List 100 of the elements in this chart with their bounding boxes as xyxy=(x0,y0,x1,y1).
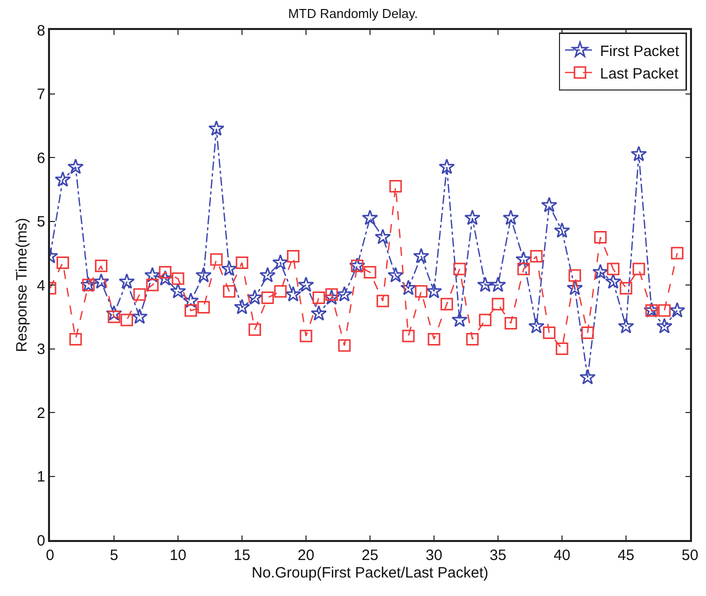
point xyxy=(197,301,210,314)
y-axis-title: Response Time(ms) xyxy=(14,218,31,352)
x-tick-label: 30 xyxy=(426,546,442,564)
point xyxy=(492,298,504,310)
x-tick-label: 25 xyxy=(362,546,378,564)
point xyxy=(300,330,312,342)
x-tick-label: 40 xyxy=(554,546,570,564)
point xyxy=(566,280,583,296)
point xyxy=(118,273,135,289)
point xyxy=(68,158,84,174)
point xyxy=(517,262,530,276)
point xyxy=(246,289,263,305)
point xyxy=(94,260,108,272)
point xyxy=(236,256,248,269)
point xyxy=(592,264,608,280)
y-tick-label: 2 xyxy=(36,404,46,422)
point xyxy=(438,158,455,174)
point xyxy=(69,332,82,346)
point xyxy=(477,276,494,292)
point xyxy=(452,312,468,328)
point xyxy=(222,285,236,298)
y-tick-label: 0 xyxy=(36,532,46,550)
point xyxy=(221,260,238,276)
point xyxy=(310,305,327,321)
point xyxy=(428,332,440,346)
point xyxy=(516,251,532,266)
point xyxy=(413,248,430,264)
point xyxy=(285,286,302,302)
point xyxy=(453,262,466,276)
point xyxy=(170,282,186,298)
point xyxy=(414,285,428,298)
point xyxy=(248,323,262,336)
point xyxy=(286,250,300,263)
x-tick-label: 20 xyxy=(298,546,314,564)
point xyxy=(182,292,199,308)
point xyxy=(502,210,519,226)
chart-title: MTD Randomly Delay. xyxy=(288,6,418,22)
point xyxy=(93,273,110,289)
point xyxy=(541,196,558,212)
point xyxy=(54,171,71,187)
point xyxy=(556,342,568,355)
point xyxy=(580,368,596,384)
point xyxy=(620,282,632,294)
y-tick-label: 7 xyxy=(36,86,46,103)
point xyxy=(568,269,582,282)
x-axis-title: No.Group(First Packet/Last Packet) xyxy=(252,564,488,582)
point xyxy=(605,273,622,289)
point xyxy=(172,272,184,285)
point xyxy=(618,318,634,334)
point xyxy=(426,282,442,298)
point xyxy=(389,180,402,192)
point xyxy=(260,266,276,282)
point xyxy=(362,210,378,226)
point xyxy=(210,253,223,266)
point xyxy=(466,332,479,346)
point xyxy=(144,266,160,282)
x-tick-label: 15 xyxy=(234,546,250,564)
y-tick-label: 6 xyxy=(36,150,46,167)
point xyxy=(669,302,686,318)
point xyxy=(108,310,120,324)
point xyxy=(388,266,404,282)
point xyxy=(464,210,480,226)
point xyxy=(504,317,518,330)
point xyxy=(632,262,646,276)
point xyxy=(402,330,415,342)
y-tick-label: 4 xyxy=(36,277,46,294)
legend-label: First Packet xyxy=(600,42,680,60)
point xyxy=(106,305,122,321)
point xyxy=(157,270,174,286)
point xyxy=(630,146,647,162)
point xyxy=(400,280,416,296)
y-tick-label: 3 xyxy=(36,341,46,358)
point xyxy=(133,288,146,301)
point xyxy=(234,298,250,314)
y-tick-label: 8 xyxy=(36,22,46,40)
legend-label: Last Packet xyxy=(600,65,680,82)
point xyxy=(312,292,326,304)
point xyxy=(274,285,287,298)
y-tick-label: 1 xyxy=(36,468,46,486)
point xyxy=(554,222,570,238)
point xyxy=(606,262,620,276)
x-tick-label: 5 xyxy=(110,546,118,564)
x-tick-label: 50 xyxy=(682,546,698,564)
point xyxy=(120,314,134,326)
point xyxy=(196,266,212,282)
x-tick-label: 10 xyxy=(170,546,186,564)
point xyxy=(376,294,390,308)
point xyxy=(594,230,607,244)
point xyxy=(146,278,159,292)
point xyxy=(272,254,288,270)
point xyxy=(324,289,340,305)
point xyxy=(184,304,198,317)
point xyxy=(530,250,543,263)
point xyxy=(490,276,506,292)
x-tick-label: 35 xyxy=(490,546,506,564)
point xyxy=(440,298,454,310)
y-tick-label: 5 xyxy=(36,214,46,230)
point xyxy=(132,308,148,324)
point xyxy=(658,304,671,317)
point xyxy=(528,318,544,334)
